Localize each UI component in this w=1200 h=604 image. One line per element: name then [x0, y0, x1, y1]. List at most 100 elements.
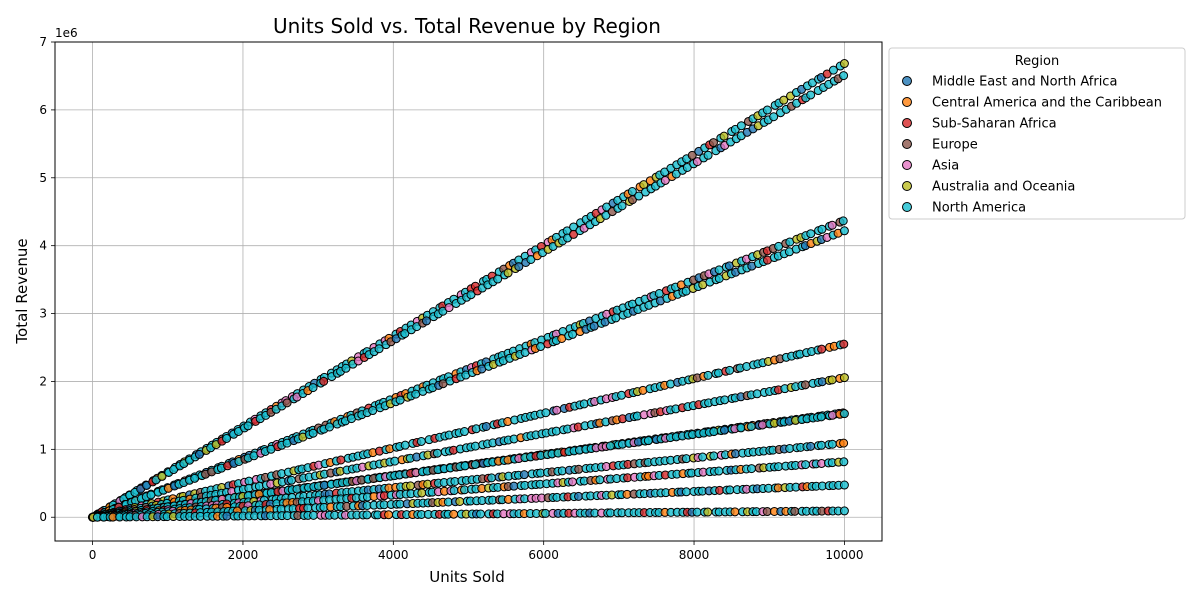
scatter-point	[816, 412, 826, 422]
scatter-point	[466, 290, 476, 300]
scatter-point	[708, 138, 718, 148]
scatter-point	[698, 452, 708, 462]
scatter-point	[390, 456, 400, 466]
y-tick-label: 1	[39, 442, 47, 456]
scatter-point	[595, 475, 605, 485]
scatter-point	[541, 408, 551, 418]
scatter-point	[692, 507, 702, 517]
scatter-point	[574, 491, 584, 501]
x-tick-label: 10000	[825, 548, 863, 562]
scatter-point	[709, 427, 719, 437]
scatter-point	[839, 71, 849, 81]
scatter-point	[341, 363, 351, 373]
scatter-point	[643, 436, 653, 446]
scatter-point	[308, 428, 318, 438]
y-tick-label: 4	[39, 239, 47, 253]
scatter-point	[617, 390, 627, 400]
scatter-point	[681, 487, 691, 497]
scatter-point	[194, 449, 204, 459]
scatter-point	[703, 507, 713, 517]
scatter-point	[449, 486, 459, 496]
legend-label: Australia and Oceania	[932, 180, 1075, 195]
y-tick-label: 0	[39, 510, 47, 524]
scatter-point	[634, 191, 644, 201]
scatter-point	[801, 460, 811, 470]
scatter-point	[303, 503, 313, 513]
scatter-point	[374, 344, 384, 354]
scatter-point	[309, 510, 319, 520]
legend-label: North America	[932, 201, 1026, 216]
scatter-point	[752, 389, 762, 399]
legend-marker	[902, 181, 912, 191]
scatter-point	[800, 380, 810, 390]
legend-label: Asia	[932, 159, 959, 174]
scatter-point	[806, 229, 816, 239]
scatter-point	[714, 466, 724, 476]
scatter-point	[222, 433, 232, 443]
scatter-point	[493, 274, 503, 284]
scatter-point	[736, 423, 746, 433]
scatter-point	[757, 420, 767, 430]
x-tick-label: 6000	[528, 548, 559, 562]
scatter-point	[503, 268, 513, 278]
scatter-point	[611, 313, 621, 323]
scatter-point	[703, 370, 713, 380]
legend-marker	[902, 160, 912, 170]
scatter-point	[839, 480, 849, 490]
scatter-point	[839, 457, 849, 467]
scatter-point	[839, 59, 849, 69]
legend-marker	[902, 76, 912, 86]
scatter-point	[514, 262, 524, 272]
scatter-point	[416, 436, 426, 446]
scatter-point	[605, 441, 615, 451]
scatter-point	[725, 485, 735, 495]
y-ticks: 0 1 2 3 4 5 6 7	[39, 35, 55, 524]
x-tick-label: 2000	[228, 548, 259, 562]
scatter-point	[779, 95, 789, 105]
scatter-point	[601, 210, 611, 220]
legend-label: Europe	[932, 138, 978, 153]
data-points	[88, 59, 849, 522]
scatter-point	[336, 455, 346, 465]
scatter-point	[417, 488, 427, 498]
scatter-point	[568, 329, 578, 339]
scatter-point	[730, 507, 740, 517]
scatter-point	[827, 375, 837, 385]
scatter-point	[838, 216, 848, 226]
y-axis-label: Total Revenue	[13, 238, 31, 344]
legend-marker	[902, 139, 912, 149]
scatter-point	[432, 448, 442, 458]
legend-marker	[902, 202, 912, 212]
scatter-point	[709, 451, 719, 461]
scatter-point	[827, 410, 837, 420]
scatter-point	[769, 112, 779, 122]
scatter-point	[839, 226, 849, 236]
plot-frame	[54, 41, 883, 542]
scatter-point	[319, 376, 329, 386]
legend-marker	[902, 118, 912, 128]
scatter-point	[449, 509, 459, 519]
scatter-point	[157, 471, 167, 481]
scatter-point	[574, 464, 584, 474]
legend-label: Central America and the Caribbean	[932, 96, 1162, 111]
scatter-point	[460, 461, 470, 471]
scatter-point	[481, 421, 491, 431]
scatter-point	[839, 373, 849, 383]
scatter-point	[817, 344, 827, 354]
scatter-point	[839, 506, 849, 516]
scatter-point	[569, 229, 579, 239]
scatter-point	[839, 339, 849, 349]
scatter-point	[455, 497, 465, 506]
legend-frame	[888, 47, 1186, 220]
scatter-point	[719, 131, 729, 141]
legend-marker	[902, 97, 912, 107]
legend-label: Middle East and North Africa	[932, 75, 1117, 90]
scatter-point	[747, 464, 757, 474]
scatter-point	[368, 406, 378, 416]
scatter-point	[362, 510, 372, 520]
scatter-point	[839, 409, 849, 419]
scatter-point	[720, 395, 730, 405]
scatter-point	[617, 201, 627, 211]
x-ticks: 0 2000 4000 6000 8000 10000	[89, 541, 864, 562]
